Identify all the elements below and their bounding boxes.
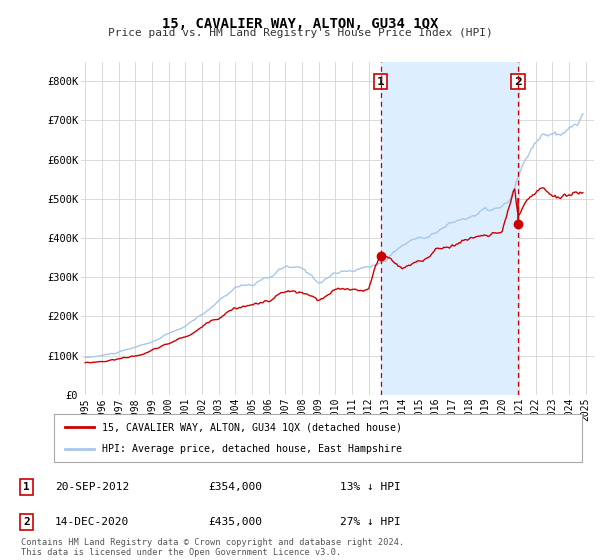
Text: Price paid vs. HM Land Registry's House Price Index (HPI): Price paid vs. HM Land Registry's House … (107, 28, 493, 38)
Text: 14-DEC-2020: 14-DEC-2020 (55, 517, 130, 527)
Text: 1: 1 (23, 482, 30, 492)
Text: 15, CAVALIER WAY, ALTON, GU34 1QX (detached house): 15, CAVALIER WAY, ALTON, GU34 1QX (detac… (101, 422, 401, 432)
Bar (381, 62, 518, 395)
Text: 13% ↓ HPI: 13% ↓ HPI (340, 482, 401, 492)
Text: HPI: Average price, detached house, East Hampshire: HPI: Average price, detached house, East… (101, 444, 401, 454)
Text: 1: 1 (377, 77, 385, 87)
Text: 20-SEP-2012: 20-SEP-2012 (55, 482, 130, 492)
Text: Contains HM Land Registry data © Crown copyright and database right 2024.
This d: Contains HM Land Registry data © Crown c… (21, 538, 404, 557)
Text: 2: 2 (23, 517, 30, 527)
Text: 15, CAVALIER WAY, ALTON, GU34 1QX: 15, CAVALIER WAY, ALTON, GU34 1QX (162, 17, 438, 31)
Text: 27% ↓ HPI: 27% ↓ HPI (340, 517, 401, 527)
Text: £435,000: £435,000 (208, 517, 262, 527)
Text: 2: 2 (514, 77, 522, 87)
Text: £354,000: £354,000 (208, 482, 262, 492)
